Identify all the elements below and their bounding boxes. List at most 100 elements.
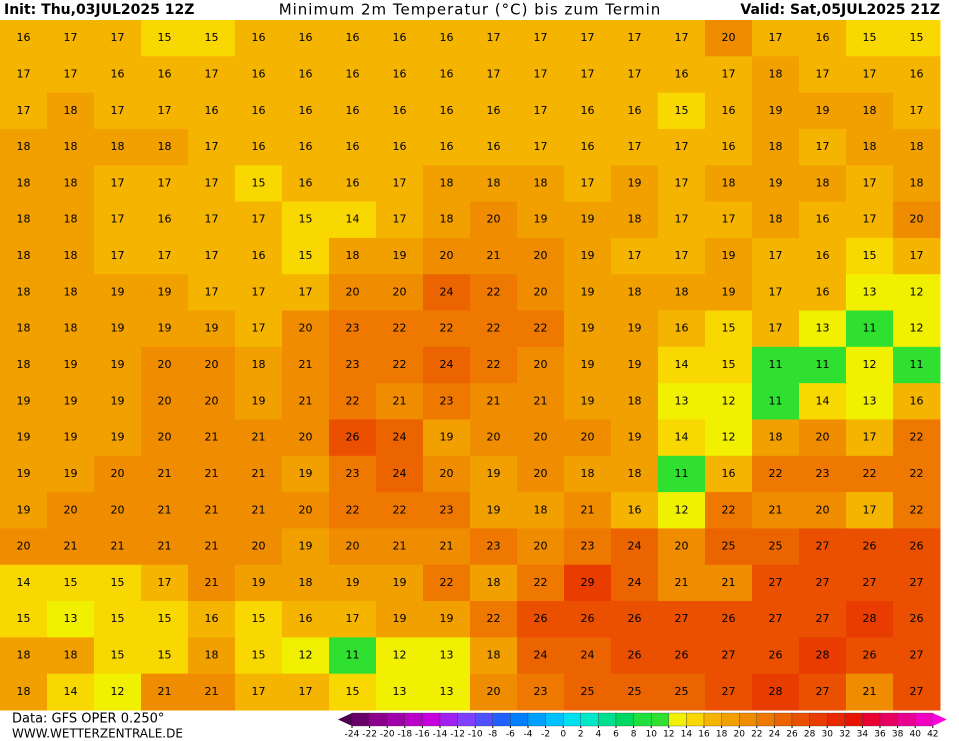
temperature-value: 20 <box>440 467 454 480</box>
temperature-cell <box>188 237 236 275</box>
temperature-value: 26 <box>346 431 360 444</box>
temperature-cell <box>376 564 424 602</box>
temperature-value: 16 <box>440 67 454 80</box>
legend-swatch <box>703 712 722 727</box>
temperature-value: 21 <box>581 503 595 516</box>
temperature-value: 16 <box>346 31 360 44</box>
temperature-cell <box>705 56 753 94</box>
temperature-value: 18 <box>64 140 78 153</box>
temperature-value: 27 <box>910 685 924 698</box>
temperature-cell <box>423 274 471 312</box>
temperature-value: 15 <box>910 31 924 44</box>
temperature-value: 22 <box>910 503 924 516</box>
temperature-value: 12 <box>675 503 689 516</box>
legend-tick-label: 22 <box>751 730 762 740</box>
legend-arrow-low <box>338 713 352 726</box>
temperature-cell <box>846 92 894 130</box>
temperature-cell <box>0 128 48 166</box>
temperature-value: 11 <box>675 467 689 480</box>
temperature-value: 20 <box>440 249 454 262</box>
temperature-cell <box>423 492 471 529</box>
temperature-cell <box>517 201 565 239</box>
temperature-cell <box>376 128 424 166</box>
legend-swatch <box>580 712 599 727</box>
temperature-cell <box>893 201 941 239</box>
temperature-cell <box>705 310 753 348</box>
temperature-value: 17 <box>158 249 172 262</box>
temperature-value: 21 <box>440 540 454 553</box>
temperature-cell <box>470 92 518 130</box>
temperature-cell <box>376 383 424 420</box>
temperature-value: 26 <box>910 612 924 625</box>
temperature-value: 16 <box>111 67 125 80</box>
temperature-cell <box>282 601 330 638</box>
temperature-cell <box>376 673 424 711</box>
legend-tick-label: -16 <box>415 730 430 740</box>
temperature-value: 17 <box>158 104 172 117</box>
temperature-cell <box>94 601 142 638</box>
temperature-value: 22 <box>393 322 407 335</box>
temperature-cell <box>141 56 189 94</box>
temperature-cell <box>470 673 518 711</box>
temperature-value: 15 <box>346 685 360 698</box>
temperature-cell <box>705 237 753 275</box>
temperature-cell <box>893 492 941 529</box>
temperature-cell <box>705 165 753 203</box>
temperature-cell <box>94 165 142 203</box>
temperature-cell <box>658 637 706 675</box>
temperature-value: 18 <box>863 104 877 117</box>
temperature-cell <box>282 528 330 566</box>
temperature-value: 22 <box>487 612 501 625</box>
temperature-value: 11 <box>910 358 924 371</box>
temperature-cell <box>282 455 330 493</box>
temperature-cell <box>423 419 471 457</box>
temperature-value: 21 <box>158 685 172 698</box>
temperature-value: 25 <box>769 540 783 553</box>
temperature-value: 22 <box>346 503 360 516</box>
temperature-value: 15 <box>722 358 736 371</box>
temperature-value: 24 <box>581 649 595 662</box>
temperature-value: 21 <box>252 467 266 480</box>
temperature-value: 19 <box>581 285 595 298</box>
temperature-cell <box>846 673 894 711</box>
temperature-cell <box>188 201 236 239</box>
temperature-cell <box>94 201 142 239</box>
temperature-value: 23 <box>346 322 360 335</box>
temperature-cell <box>752 564 800 602</box>
temperature-value: 20 <box>534 540 548 553</box>
temperature-cell <box>0 492 48 529</box>
temperature-value: 16 <box>816 213 830 226</box>
legend-tick-label: 30 <box>821 730 833 740</box>
temperature-value: 22 <box>487 285 501 298</box>
temperature-cell <box>141 637 189 675</box>
temperature-value: 18 <box>17 685 31 698</box>
temperature-cell <box>705 128 753 166</box>
temperature-cell <box>423 673 471 711</box>
temperature-cell <box>658 237 706 275</box>
temperature-value: 18 <box>628 285 642 298</box>
temperature-value: 27 <box>910 576 924 589</box>
temperature-value: 21 <box>722 576 736 589</box>
temperature-value: 16 <box>628 104 642 117</box>
temperature-value: 24 <box>628 540 642 553</box>
temperature-cell <box>517 383 565 420</box>
temperature-cell <box>0 383 48 420</box>
temperature-value: 16 <box>393 31 407 44</box>
temperature-value: 12 <box>393 649 407 662</box>
temperature-value: 20 <box>111 503 125 516</box>
temperature-value: 17 <box>628 67 642 80</box>
temperature-cell <box>752 419 800 457</box>
temperature-value: 28 <box>816 649 830 662</box>
temperature-cell <box>470 637 518 675</box>
temperature-cell <box>893 528 941 566</box>
temperature-value: 17 <box>111 176 125 189</box>
temperature-cell <box>0 601 48 638</box>
temperature-value: 16 <box>252 249 266 262</box>
temperature-value: 18 <box>440 213 454 226</box>
temperature-cell <box>94 128 142 166</box>
temperature-value: 16 <box>393 104 407 117</box>
temperature-value: 20 <box>346 285 360 298</box>
temperature-value: 16 <box>299 612 313 625</box>
temperature-cell <box>188 274 236 312</box>
temperature-cell <box>0 274 48 312</box>
